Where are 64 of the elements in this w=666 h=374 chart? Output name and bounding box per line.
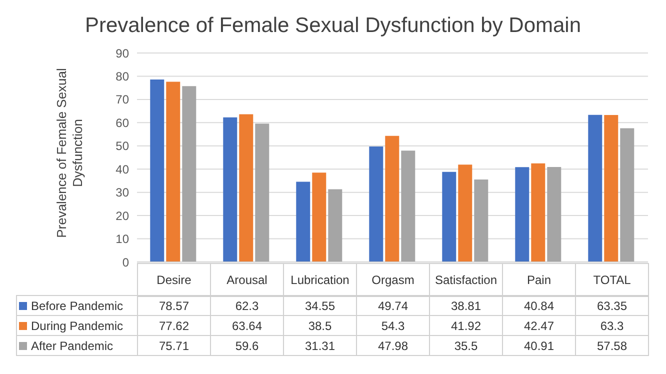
legend-label: After Pandemic <box>31 338 114 352</box>
bar <box>458 164 472 262</box>
bar <box>547 167 562 262</box>
x-tick-label: Pain <box>502 264 576 296</box>
bar <box>588 114 602 262</box>
data-label: 63.3 <box>576 316 648 336</box>
x-tick-label: Lubrication <box>284 264 356 296</box>
bar <box>620 128 634 262</box>
x-tick-label: Satisfaction <box>430 264 502 296</box>
data-label: 38.5 <box>284 316 356 336</box>
data-label: 63.64 <box>210 316 284 336</box>
data-label: 62.3 <box>210 296 284 316</box>
y-tick-label: 80 <box>116 69 130 84</box>
bar <box>255 124 270 262</box>
bar <box>239 114 254 262</box>
y-tick-label: 60 <box>116 116 130 130</box>
y-tick-label: 10 <box>116 232 130 246</box>
x-tick-label: Desire <box>138 264 210 296</box>
data-label: 40.84 <box>502 296 576 316</box>
y-tick-label: 0 <box>122 255 130 270</box>
y-axis-title: Prevalence of Female Sexual Dysfunction <box>54 67 86 240</box>
legend-label: During Pandemic <box>31 318 124 332</box>
data-label: 40.91 <box>502 336 576 356</box>
legend-label: Before Pandemic <box>31 298 124 312</box>
y-tick-label: 40 <box>116 162 130 176</box>
bar <box>531 163 546 262</box>
bar <box>401 150 416 262</box>
x-tick-label: TOTAL <box>576 264 648 296</box>
bar <box>328 189 342 262</box>
bar <box>369 146 384 262</box>
chart-title: Prevalence of Female Sexual Dysfunction by Domain <box>84 14 582 38</box>
bar <box>296 182 310 262</box>
bar <box>604 115 618 262</box>
data-label: 31.31 <box>284 336 356 356</box>
bar <box>223 117 238 262</box>
x-tick-label: Arousal <box>210 264 284 296</box>
y-tick-label: 50 <box>116 139 130 154</box>
bar <box>515 167 530 262</box>
y-tick-label: 70 <box>116 92 130 107</box>
bar <box>442 172 456 262</box>
bar <box>182 86 196 262</box>
data-label: 35.5 <box>430 336 502 356</box>
bar <box>166 82 180 262</box>
data-label: 78.57 <box>138 296 210 316</box>
data-label: 54.3 <box>356 316 430 336</box>
data-label: 77.62 <box>138 316 210 336</box>
y-tick-label: 20 <box>116 208 130 223</box>
bar <box>474 180 488 262</box>
y-tick-label: 30 <box>116 186 130 200</box>
data-label: 47.98 <box>356 336 430 356</box>
data-label: 63.35 <box>576 296 648 316</box>
bar <box>312 172 326 262</box>
data-label: 42.47 <box>502 316 576 336</box>
x-tick-label: Orgasm <box>356 264 430 296</box>
y-tick-label: 90 <box>116 46 130 60</box>
bar <box>150 80 164 262</box>
data-label: 57.58 <box>576 336 648 356</box>
data-label: 75.71 <box>138 336 210 356</box>
bar <box>385 136 400 262</box>
data-label: 41.92 <box>430 316 502 336</box>
data-label: 49.74 <box>356 296 430 316</box>
data-label: 38.81 <box>430 296 502 316</box>
data-label: 34.55 <box>284 296 356 316</box>
data-label: 59.6 <box>210 336 284 356</box>
